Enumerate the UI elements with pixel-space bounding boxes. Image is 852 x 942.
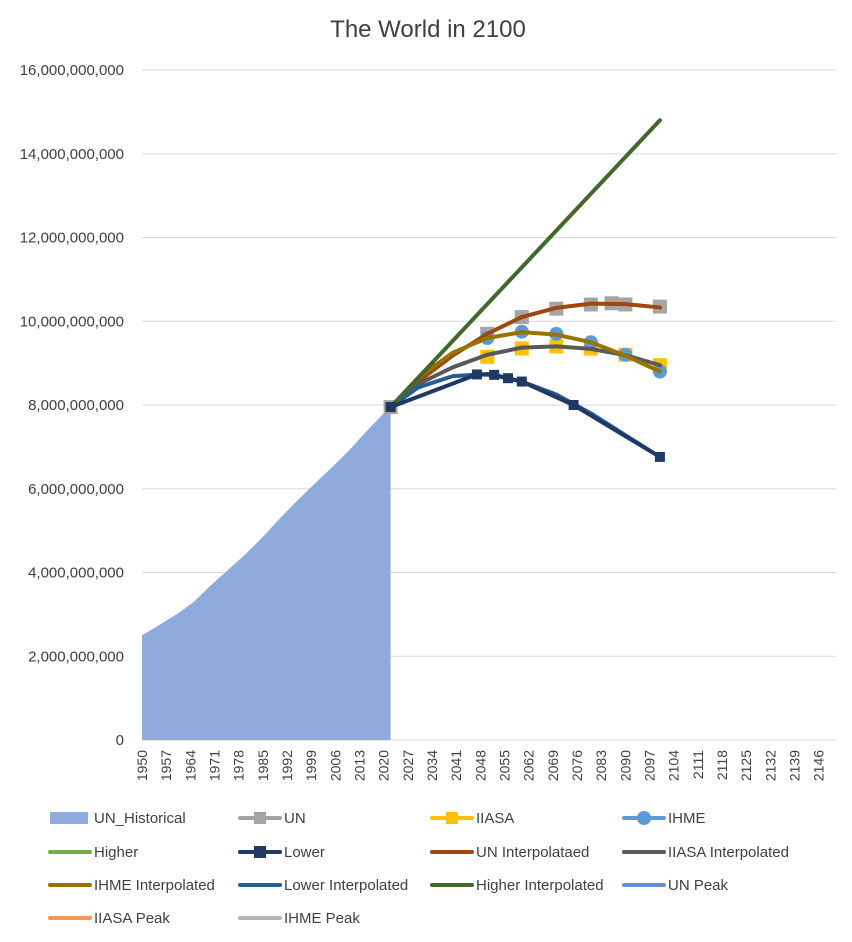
series-higher-interpolated [388, 118, 662, 410]
legend-label: Higher [94, 844, 138, 861]
line-lower [388, 372, 662, 459]
data-point [654, 451, 665, 462]
x-axis-tick-labels: 1950 1957 1964 1971 1978 1985 1992 1999 2006 2013… [134, 750, 827, 781]
y-tick-label: 12,000,000,000 [20, 230, 124, 247]
y-tick-label: 16,000,000,000 [20, 62, 124, 79]
x-tick-label: 1971 [207, 750, 223, 781]
series-ihme-interpolated [388, 330, 662, 410]
x-tick-label: 2076 [569, 750, 585, 781]
legend-item-un-historical: UN_Historical [50, 810, 186, 827]
data-point [489, 369, 500, 380]
x-tick-label: 2069 [545, 750, 561, 781]
legend-item-higher-interpolated: Higher Interpolated [430, 877, 604, 894]
x-tick-label: 1957 [158, 750, 174, 781]
line-ihme-interpolated [388, 330, 662, 410]
x-tick-label: 1950 [134, 750, 150, 781]
legend-item-lower: Lower [238, 844, 325, 861]
legend-item-lower-interpolated: Lower Interpolated [238, 877, 408, 894]
x-tick-label: 2048 [472, 750, 488, 781]
legend-marker [446, 812, 458, 824]
x-tick-label: 2132 [762, 750, 778, 781]
x-tick-label: 1985 [255, 750, 271, 781]
x-tick-label: 2090 [617, 750, 633, 781]
x-tick-label: 1964 [182, 750, 198, 781]
x-tick-label: 2020 [376, 750, 392, 781]
legend-item-un: UN [238, 810, 306, 827]
legend-label: IIASA [476, 810, 514, 827]
x-tick-label: 2041 [448, 750, 464, 781]
legend-item-iiasa-peak: IIASA Peak [48, 910, 170, 927]
series-iiasa [480, 339, 667, 373]
legend-label: UN [284, 810, 306, 827]
data-point [516, 376, 527, 387]
legend-label: Higher Interpolated [476, 877, 604, 894]
x-tick-label: 2125 [738, 750, 754, 781]
legend-item-iiasa-interpolated: IIASA Interpolated [622, 844, 789, 861]
legend-label: Lower [284, 844, 325, 861]
legend-label: UN Interpolataed [476, 844, 589, 861]
y-tick-label: 2,000,000,000 [28, 648, 124, 665]
legend-item-ihme-peak: IHME Peak [238, 910, 360, 927]
x-tick-label: 2097 [642, 750, 658, 781]
data-point [502, 373, 513, 384]
legend: UN_Historical UN IIASA IHME Higher Lower UN In… [48, 810, 789, 927]
x-tick-label: 2083 [593, 750, 609, 781]
legend-item-higher: Higher [48, 844, 138, 861]
x-tick-label: 2104 [666, 750, 682, 781]
legend-label: UN_Historical [94, 810, 186, 827]
series-un-interpolataed [388, 301, 662, 410]
line-higher-interpolated [388, 118, 662, 410]
line-un-interpolataed [388, 301, 662, 410]
legend-item-un-peak: UN Peak [622, 877, 729, 894]
x-tick-label: 1978 [231, 750, 247, 781]
y-tick-label: 4,000,000,000 [28, 565, 124, 582]
legend-label: UN Peak [668, 877, 729, 894]
area-un-historical [142, 407, 391, 740]
series-lower [385, 369, 665, 462]
legend-label: Lower Interpolated [284, 877, 408, 894]
legend-label: IHME Peak [284, 910, 360, 927]
y-tick-label: 8,000,000,000 [28, 397, 124, 414]
x-tick-label: 2118 [714, 750, 730, 780]
y-tick-label: 14,000,000,000 [20, 146, 124, 163]
x-tick-label: 2034 [424, 750, 440, 781]
legend-swatch [50, 812, 88, 824]
chart-title: The World in 2100 [330, 16, 526, 43]
y-tick-label: 0 [116, 732, 124, 749]
y-tick-label: 6,000,000,000 [28, 481, 124, 498]
legend-item-iiasa: IIASA [430, 810, 514, 827]
x-tick-label: 2055 [497, 750, 513, 781]
x-tick-label: 1999 [303, 750, 319, 781]
x-tick-label: 2013 [352, 750, 368, 781]
x-tick-label: 1992 [279, 750, 295, 781]
legend-label: IIASA Interpolated [668, 844, 789, 861]
x-tick-label: 2062 [521, 750, 537, 781]
plot-area [142, 118, 667, 740]
legend-item-un-interpolataed: UN Interpolataed [430, 844, 589, 861]
legend-label: IHME [668, 810, 706, 827]
legend-item-ihme-interpolated: IHME Interpolated [48, 877, 215, 894]
x-tick-label: 2139 [787, 750, 803, 781]
data-point [385, 402, 396, 413]
x-tick-label: 2146 [811, 750, 827, 781]
x-tick-label: 2111 [690, 750, 706, 779]
legend-item-ihme: IHME [622, 810, 706, 827]
legend-marker [254, 846, 266, 858]
y-tick-label: 10,000,000,000 [20, 313, 124, 330]
legend-marker [254, 812, 266, 824]
series-un-historical [142, 407, 391, 740]
x-tick-label: 2006 [327, 750, 343, 781]
legend-label: IIASA Peak [94, 910, 170, 927]
y-axis-tick-labels: 0 2,000,000,000 4,000,000,000 6,000,000,000… [20, 62, 124, 749]
data-point [471, 369, 482, 380]
legend-label: IHME Interpolated [94, 877, 215, 894]
data-point [568, 400, 579, 410]
x-tick-label: 2027 [400, 750, 416, 781]
legend-marker [637, 811, 651, 825]
